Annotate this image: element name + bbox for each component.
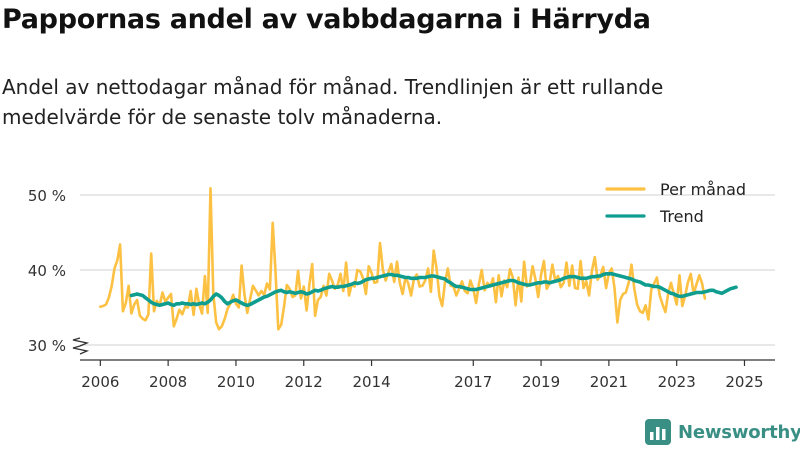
x-tick-label: 2019 — [522, 373, 560, 391]
x-tick-label: 2008 — [149, 373, 187, 391]
x-tick-label: 2014 — [352, 373, 390, 391]
x-tick-label: 2010 — [217, 373, 255, 391]
y-tick-label: 40 % — [28, 262, 66, 280]
legend-label: Per månad — [660, 180, 746, 199]
y-tick-label: 50 % — [28, 187, 66, 205]
x-tick-label: 2012 — [285, 373, 323, 391]
axes: 30 % 40 % 50 % 2006 2008 2010 2012 2014 2017 2019… — [28, 187, 775, 391]
x-tick-label: 2021 — [590, 373, 628, 391]
series-lines — [99, 186, 738, 331]
x-tick-label: 2006 — [81, 373, 119, 391]
y-tick-label: 30 % — [28, 337, 66, 355]
y-axis-break — [72, 337, 90, 355]
brand-logo[interactable]: Newsworthy — [645, 419, 800, 445]
x-tick-label: 2023 — [658, 373, 696, 391]
page-subtitle: Andel av nettodagar månad för månad. Tre… — [2, 75, 664, 129]
legend: Per månad Trend — [605, 180, 746, 226]
series-line-trend — [129, 272, 738, 308]
page-title: Pappornas andel av vabbdagarna i Härryda — [2, 4, 651, 35]
bar-chart-logo-icon — [645, 419, 671, 445]
x-tick-label: 2025 — [725, 373, 763, 391]
brand-name: Newsworthy — [678, 421, 800, 443]
legend-label: Trend — [659, 207, 704, 226]
series-line-per-manad — [99, 186, 707, 331]
x-tick-label: 2017 — [454, 373, 492, 391]
line-chart: 30 % 40 % 50 % 2006 2008 2010 2012 2014 2017 2019… — [28, 180, 775, 391]
